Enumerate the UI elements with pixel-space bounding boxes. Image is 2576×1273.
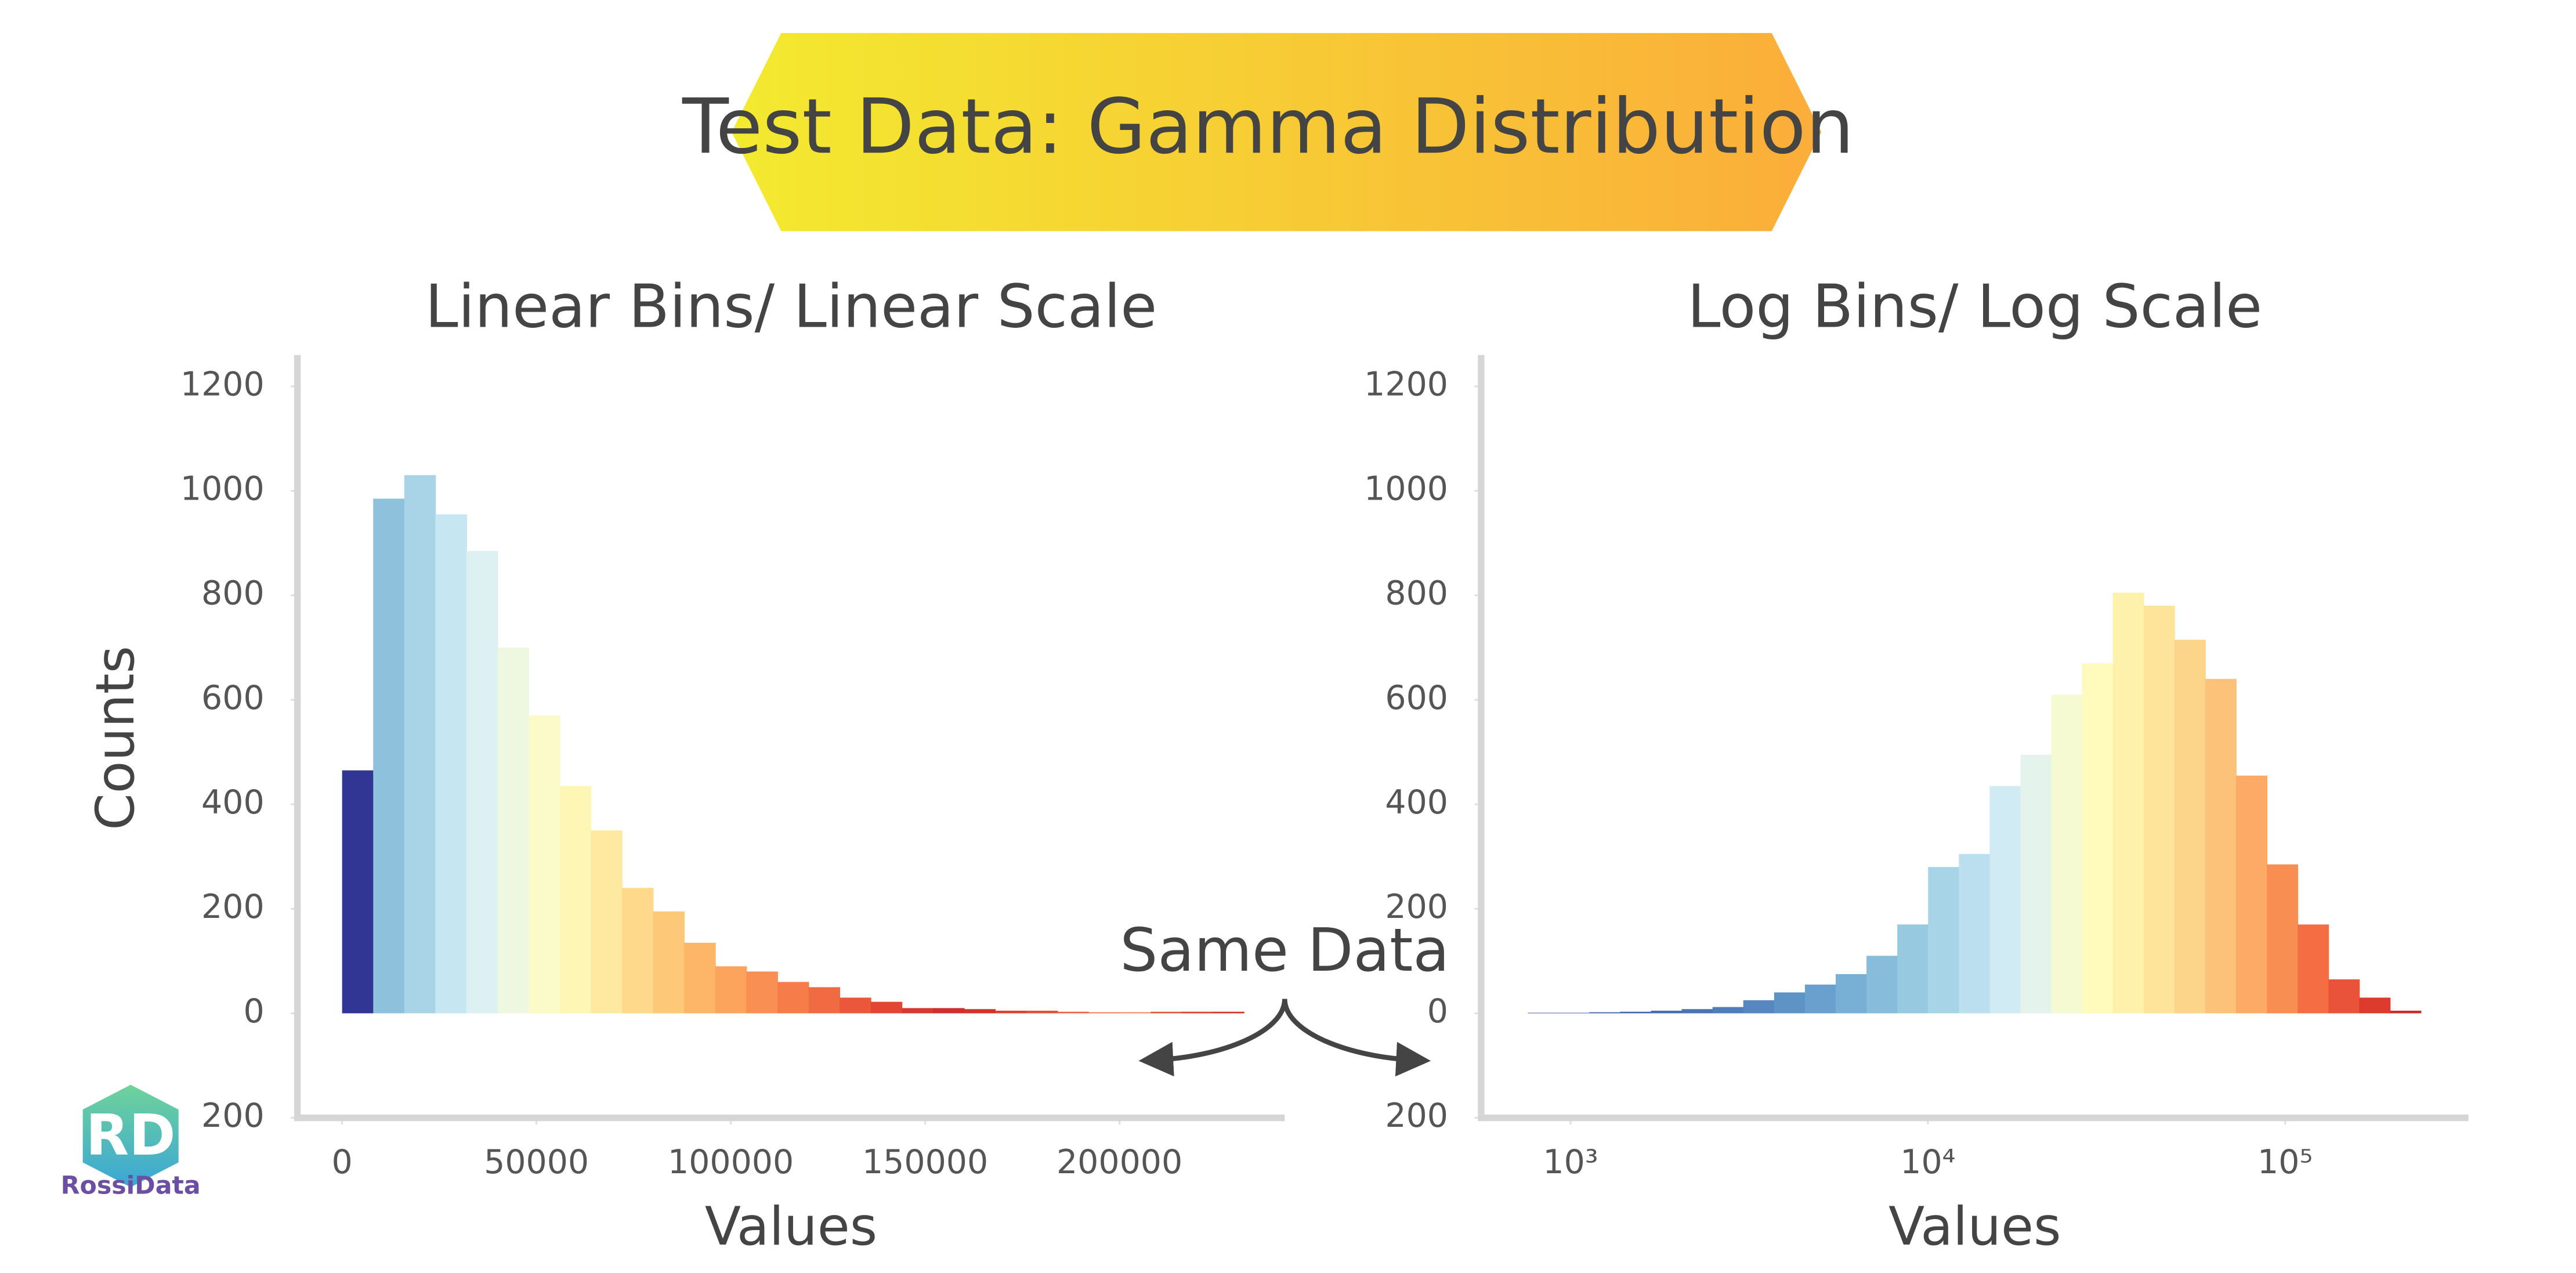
bar	[622, 888, 654, 1014]
bar	[777, 982, 809, 1014]
bar	[1620, 1011, 1652, 1014]
annotation: Same Data	[1120, 916, 1449, 985]
bar	[1026, 1010, 1058, 1014]
x-tick-label: 150000	[862, 1143, 988, 1181]
bar	[1213, 1011, 1244, 1014]
bar	[1928, 867, 1960, 1014]
x-tick-label: 10⁵	[2257, 1143, 2313, 1181]
bar	[1681, 1009, 1713, 1014]
bar	[2020, 754, 2052, 1014]
bar	[932, 1008, 965, 1014]
bar	[1743, 1000, 1775, 1014]
bar	[559, 786, 592, 1014]
x-axis-label: Values	[705, 1196, 877, 1257]
title: Test Data: Gamma Distribution	[682, 82, 1854, 171]
y-tick-label: 800	[1385, 574, 1448, 613]
bar	[2298, 924, 2329, 1014]
bar	[840, 997, 871, 1014]
bar	[1897, 924, 1929, 1014]
x-axis-label: Values	[1888, 1196, 2061, 1257]
bar	[684, 942, 716, 1014]
bar	[902, 1008, 934, 1014]
bar	[529, 715, 560, 1014]
x-tick-label: 50000	[484, 1143, 589, 1181]
bar	[2236, 775, 2268, 1014]
y-tick-label: 600	[1385, 679, 1448, 717]
bar	[1866, 956, 1898, 1014]
bar	[2174, 639, 2206, 1014]
bar	[1088, 1012, 1120, 1014]
bar	[1181, 1011, 1214, 1014]
x-tick-label: 100000	[668, 1143, 794, 1181]
bar	[1119, 1012, 1152, 1014]
bar	[964, 1009, 996, 1014]
bar	[1712, 1007, 1744, 1014]
logo-text: RossiData	[61, 1171, 201, 1200]
bar	[2051, 695, 2083, 1014]
y-tick-label: 400	[201, 783, 265, 822]
bar	[404, 475, 436, 1014]
title-banner	[732, 32, 1822, 232]
bar	[342, 770, 374, 1014]
bar	[1651, 1010, 1683, 1014]
bar	[497, 648, 530, 1014]
bar	[746, 971, 778, 1014]
x-tick-label: 10⁴	[1900, 1143, 1955, 1181]
bar	[2112, 592, 2144, 1014]
y-tick-label: 1000	[1364, 470, 1448, 508]
chart-subtitle: Linear Bins/ Linear Scale	[425, 272, 1157, 341]
y-tick-label: 200	[201, 888, 265, 926]
bar	[373, 498, 405, 1014]
arrow	[1138, 999, 1287, 1077]
y-tick-label: 200	[201, 1097, 265, 1135]
bar	[715, 966, 747, 1014]
bar	[1528, 1012, 1560, 1014]
bar	[1835, 974, 1867, 1014]
bar	[435, 514, 467, 1014]
bar	[2143, 606, 2175, 1014]
bar	[2390, 1010, 2422, 1014]
y-tick-label: 200	[1385, 888, 1448, 926]
bar	[870, 1001, 903, 1014]
y-tick-label: 800	[201, 574, 265, 613]
y-tick-label: 1000	[180, 470, 265, 508]
bar	[1959, 854, 1991, 1014]
arrow	[1282, 999, 1431, 1077]
bar	[1804, 984, 1836, 1014]
chart-subtitle: Log Bins/ Log Scale	[1687, 272, 2262, 341]
bar	[1774, 992, 1806, 1014]
bar	[1989, 786, 2021, 1014]
x-tick-label: 10³	[1543, 1143, 1598, 1181]
bar	[2205, 679, 2237, 1014]
bar	[591, 830, 623, 1014]
bar	[995, 1010, 1027, 1014]
y-tick-label: 1200	[180, 365, 265, 403]
bar	[466, 551, 498, 1014]
bar	[1558, 1012, 1590, 1014]
y-tick-label: 1200	[1364, 365, 1448, 403]
y-tick-label: 400	[1385, 783, 1448, 822]
bar	[808, 987, 841, 1014]
y-tick-label: 600	[201, 679, 265, 717]
x-tick-label: 200000	[1057, 1143, 1182, 1181]
y-axis-label: Counts	[85, 646, 146, 830]
logo-badge	[82, 1084, 179, 1188]
bar	[2267, 864, 2299, 1014]
x-tick-label: 0	[332, 1143, 353, 1181]
y-tick-label: 0	[243, 992, 264, 1030]
bar	[2359, 997, 2391, 1014]
bar	[1150, 1011, 1182, 1014]
bar	[1589, 1012, 1621, 1014]
bar	[2328, 979, 2360, 1014]
bar	[1057, 1011, 1089, 1014]
bar	[2082, 663, 2114, 1014]
logo-mark: RD	[86, 1102, 176, 1168]
bar	[653, 911, 685, 1014]
y-tick-label: 0	[1427, 992, 1448, 1030]
y-tick-label: 200	[1385, 1097, 1448, 1135]
